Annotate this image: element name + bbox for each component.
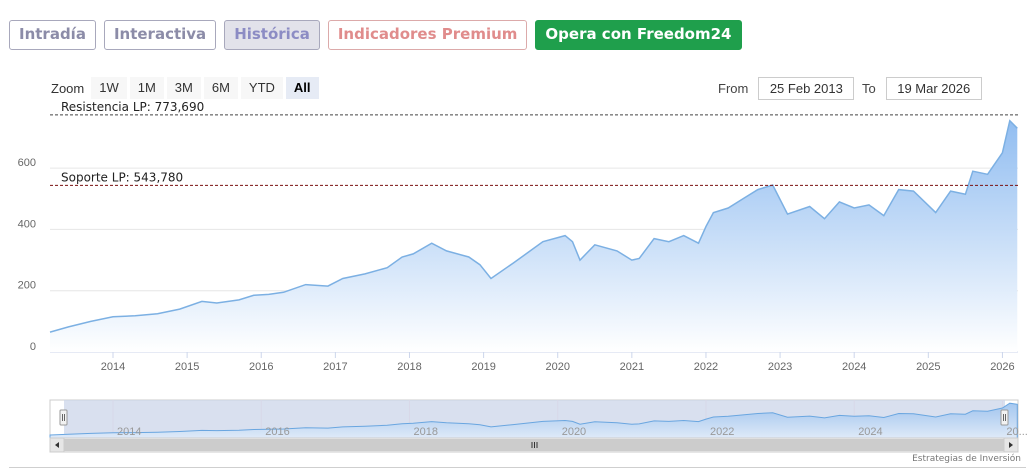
x-tick-label: 2024 <box>842 361 866 373</box>
chart-credit: Estrategias de Inversión <box>912 454 1021 464</box>
zoom-ytd-button[interactable]: YTD <box>240 77 283 99</box>
arrow-right-icon <box>1009 442 1013 448</box>
x-tick-label: 2016 <box>249 361 273 373</box>
x-tick-label: 2014 <box>101 361 125 373</box>
y-axis: 0 200 400 600 <box>18 157 36 353</box>
navigator-label: 2024 <box>858 426 882 438</box>
y-tick-label: 0 <box>30 341 36 353</box>
from-label: From <box>718 81 749 96</box>
x-tick-label: 2026 <box>990 361 1014 373</box>
zoom-3m-button[interactable]: 3M <box>166 77 201 99</box>
navigator-scrollbar[interactable] <box>49 437 1019 453</box>
resistance-label: Resistencia LP: 773,690 <box>61 100 204 114</box>
from-date-input[interactable] <box>758 77 855 100</box>
zoom-all-button[interactable]: All <box>285 77 319 99</box>
support-plot-line: Soporte LP: 543,780 <box>50 170 1018 186</box>
support-label: Soporte LP: 543,780 <box>61 170 183 184</box>
range-to: To <box>862 77 982 100</box>
to-label: To <box>862 81 876 96</box>
x-tick-label: 2017 <box>323 361 347 373</box>
chart-mode-tabs: Intradía Interactiva Histórica Indicador… <box>9 20 742 50</box>
opera-freedom24-button[interactable]: Opera con Freedom24 <box>535 20 742 50</box>
navigator-left-handle[interactable] <box>59 409 68 426</box>
x-tick-label: 2021 <box>620 361 644 373</box>
navigator: 2014 2016 2018 2020 2022 2024 20... <box>49 399 1028 439</box>
range-from: From <box>718 77 855 100</box>
x-tick-label: 2015 <box>175 361 199 373</box>
x-tick-label: 2019 <box>471 361 495 373</box>
tab-interactiva[interactable]: Interactiva <box>103 20 217 50</box>
navigator-label: 2020 <box>562 426 586 438</box>
x-tick-label: 2018 <box>397 361 421 373</box>
navigator-label: 2014 <box>117 426 141 438</box>
price-line <box>49 119 1018 333</box>
x-tick-label: 2020 <box>545 361 569 373</box>
tab-intradia[interactable]: Intradía <box>9 20 96 50</box>
navigator-right-handle[interactable] <box>1000 409 1009 426</box>
arrow-left-icon <box>55 442 59 448</box>
x-axis: 2014 2015 2016 2017 2018 2019 2020 2021 2022 2023… <box>101 352 1015 373</box>
zoom-1w-button[interactable]: 1W <box>91 77 127 99</box>
navigator-label: 2016 <box>265 426 289 438</box>
tab-indicadores-premium[interactable]: Indicadores Premium <box>327 20 528 50</box>
x-tick-label: 2023 <box>768 361 792 373</box>
zoom-6m-button[interactable]: 6M <box>203 77 238 99</box>
price-area <box>50 120 1018 352</box>
bottom-divider <box>9 467 1026 468</box>
zoom-1m-button[interactable]: 1M <box>129 77 164 99</box>
zoom-label: Zoom <box>51 80 85 96</box>
to-date-input[interactable] <box>885 77 982 100</box>
tab-historica[interactable]: Histórica <box>224 20 320 50</box>
zoom-selector: Zoom 1W 1M 3M 6M YTD All <box>51 77 319 99</box>
resistance-plot-line: Resistencia LP: 773,690 <box>50 100 1018 116</box>
y-tick-label: 400 <box>18 218 36 230</box>
x-tick-label: 2025 <box>916 361 940 373</box>
navigator-label: 2018 <box>413 426 437 438</box>
y-tick-label: 200 <box>18 280 36 292</box>
x-tick-label: 2022 <box>694 361 718 373</box>
navigator-label: 2022 <box>710 426 734 438</box>
navigator-label: 20... <box>1006 426 1027 438</box>
y-tick-label: 600 <box>18 157 36 169</box>
